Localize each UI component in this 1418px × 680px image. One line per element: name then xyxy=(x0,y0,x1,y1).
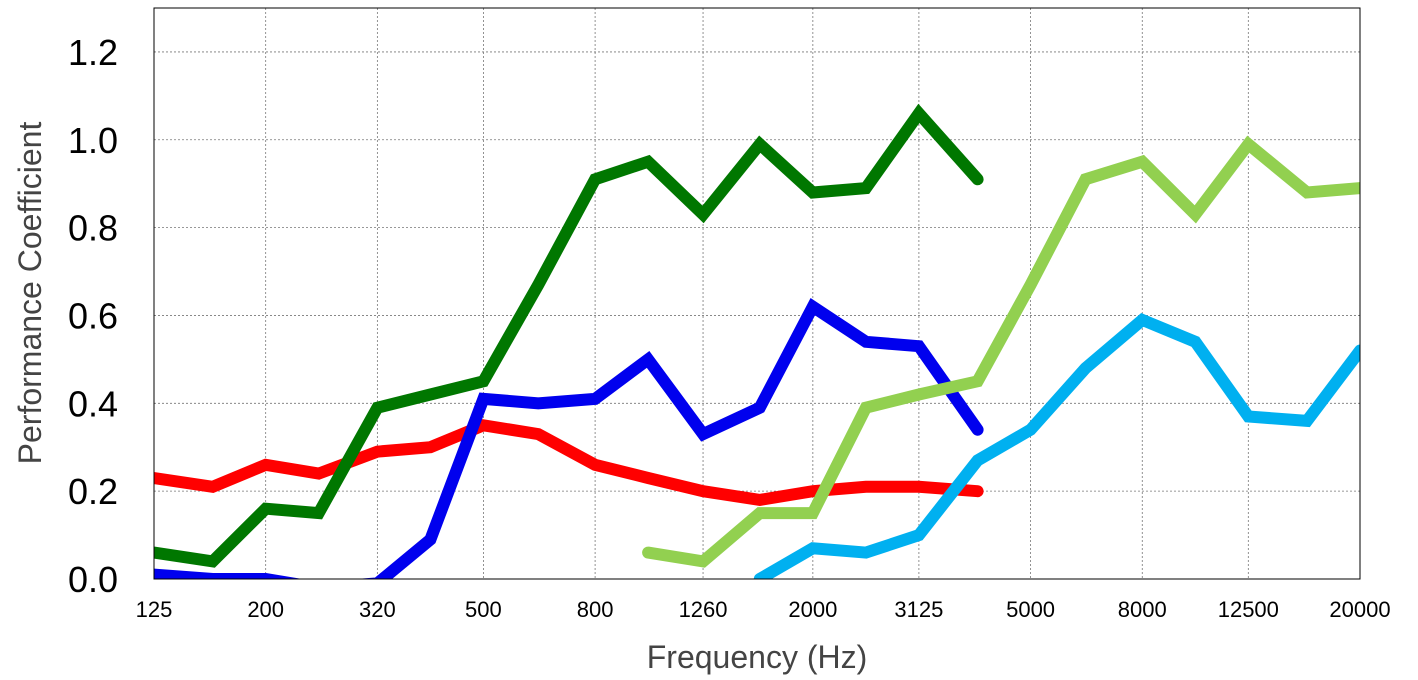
x-tick-label: 800 xyxy=(577,597,614,622)
x-tick-label: 2000 xyxy=(788,597,837,622)
x-axis-label: Frequency (Hz) xyxy=(647,639,868,675)
y-tick-label: 0.0 xyxy=(68,559,118,600)
series-line-1 xyxy=(154,419,984,506)
x-tick-label: 320 xyxy=(359,597,396,622)
x-tick-label: 20000 xyxy=(1329,597,1390,622)
x-tick-label: 3125 xyxy=(894,597,943,622)
y-tick-label: 0.8 xyxy=(68,208,118,249)
plot-frame xyxy=(153,7,1361,580)
x-tick-label: 1260 xyxy=(679,597,728,622)
plot-background xyxy=(154,8,1360,579)
x-tick-label: 5000 xyxy=(1006,597,1055,622)
series-line-4 xyxy=(753,312,1360,579)
series-layer xyxy=(154,103,1360,579)
y-tick-label: 1.0 xyxy=(68,120,118,161)
y-tick-label: 0.6 xyxy=(68,295,118,336)
y-axis-label: Performance Coefficient xyxy=(12,122,48,465)
x-tick-labels: 125 200 320 500 800 1260 2000 3125 5000 8000 12500… xyxy=(136,597,1391,622)
y-tick-label: 1.2 xyxy=(68,32,118,73)
x-tick-label: 8000 xyxy=(1118,597,1167,622)
x-tick-label: 200 xyxy=(247,597,284,622)
series-line-2 xyxy=(154,298,984,579)
x-tick-label: 500 xyxy=(465,597,502,622)
y-tick-label: 0.4 xyxy=(68,383,118,424)
x-tick-label: 125 xyxy=(136,597,173,622)
x-tick-label: 12500 xyxy=(1218,597,1279,622)
series-line-5 xyxy=(642,135,1360,568)
y-tick-labels: 0.0 0.2 0.4 0.6 0.8 1.0 1.2 xyxy=(68,32,118,600)
y-tick-label: 0.2 xyxy=(68,471,118,512)
series-line-3 xyxy=(154,103,984,568)
